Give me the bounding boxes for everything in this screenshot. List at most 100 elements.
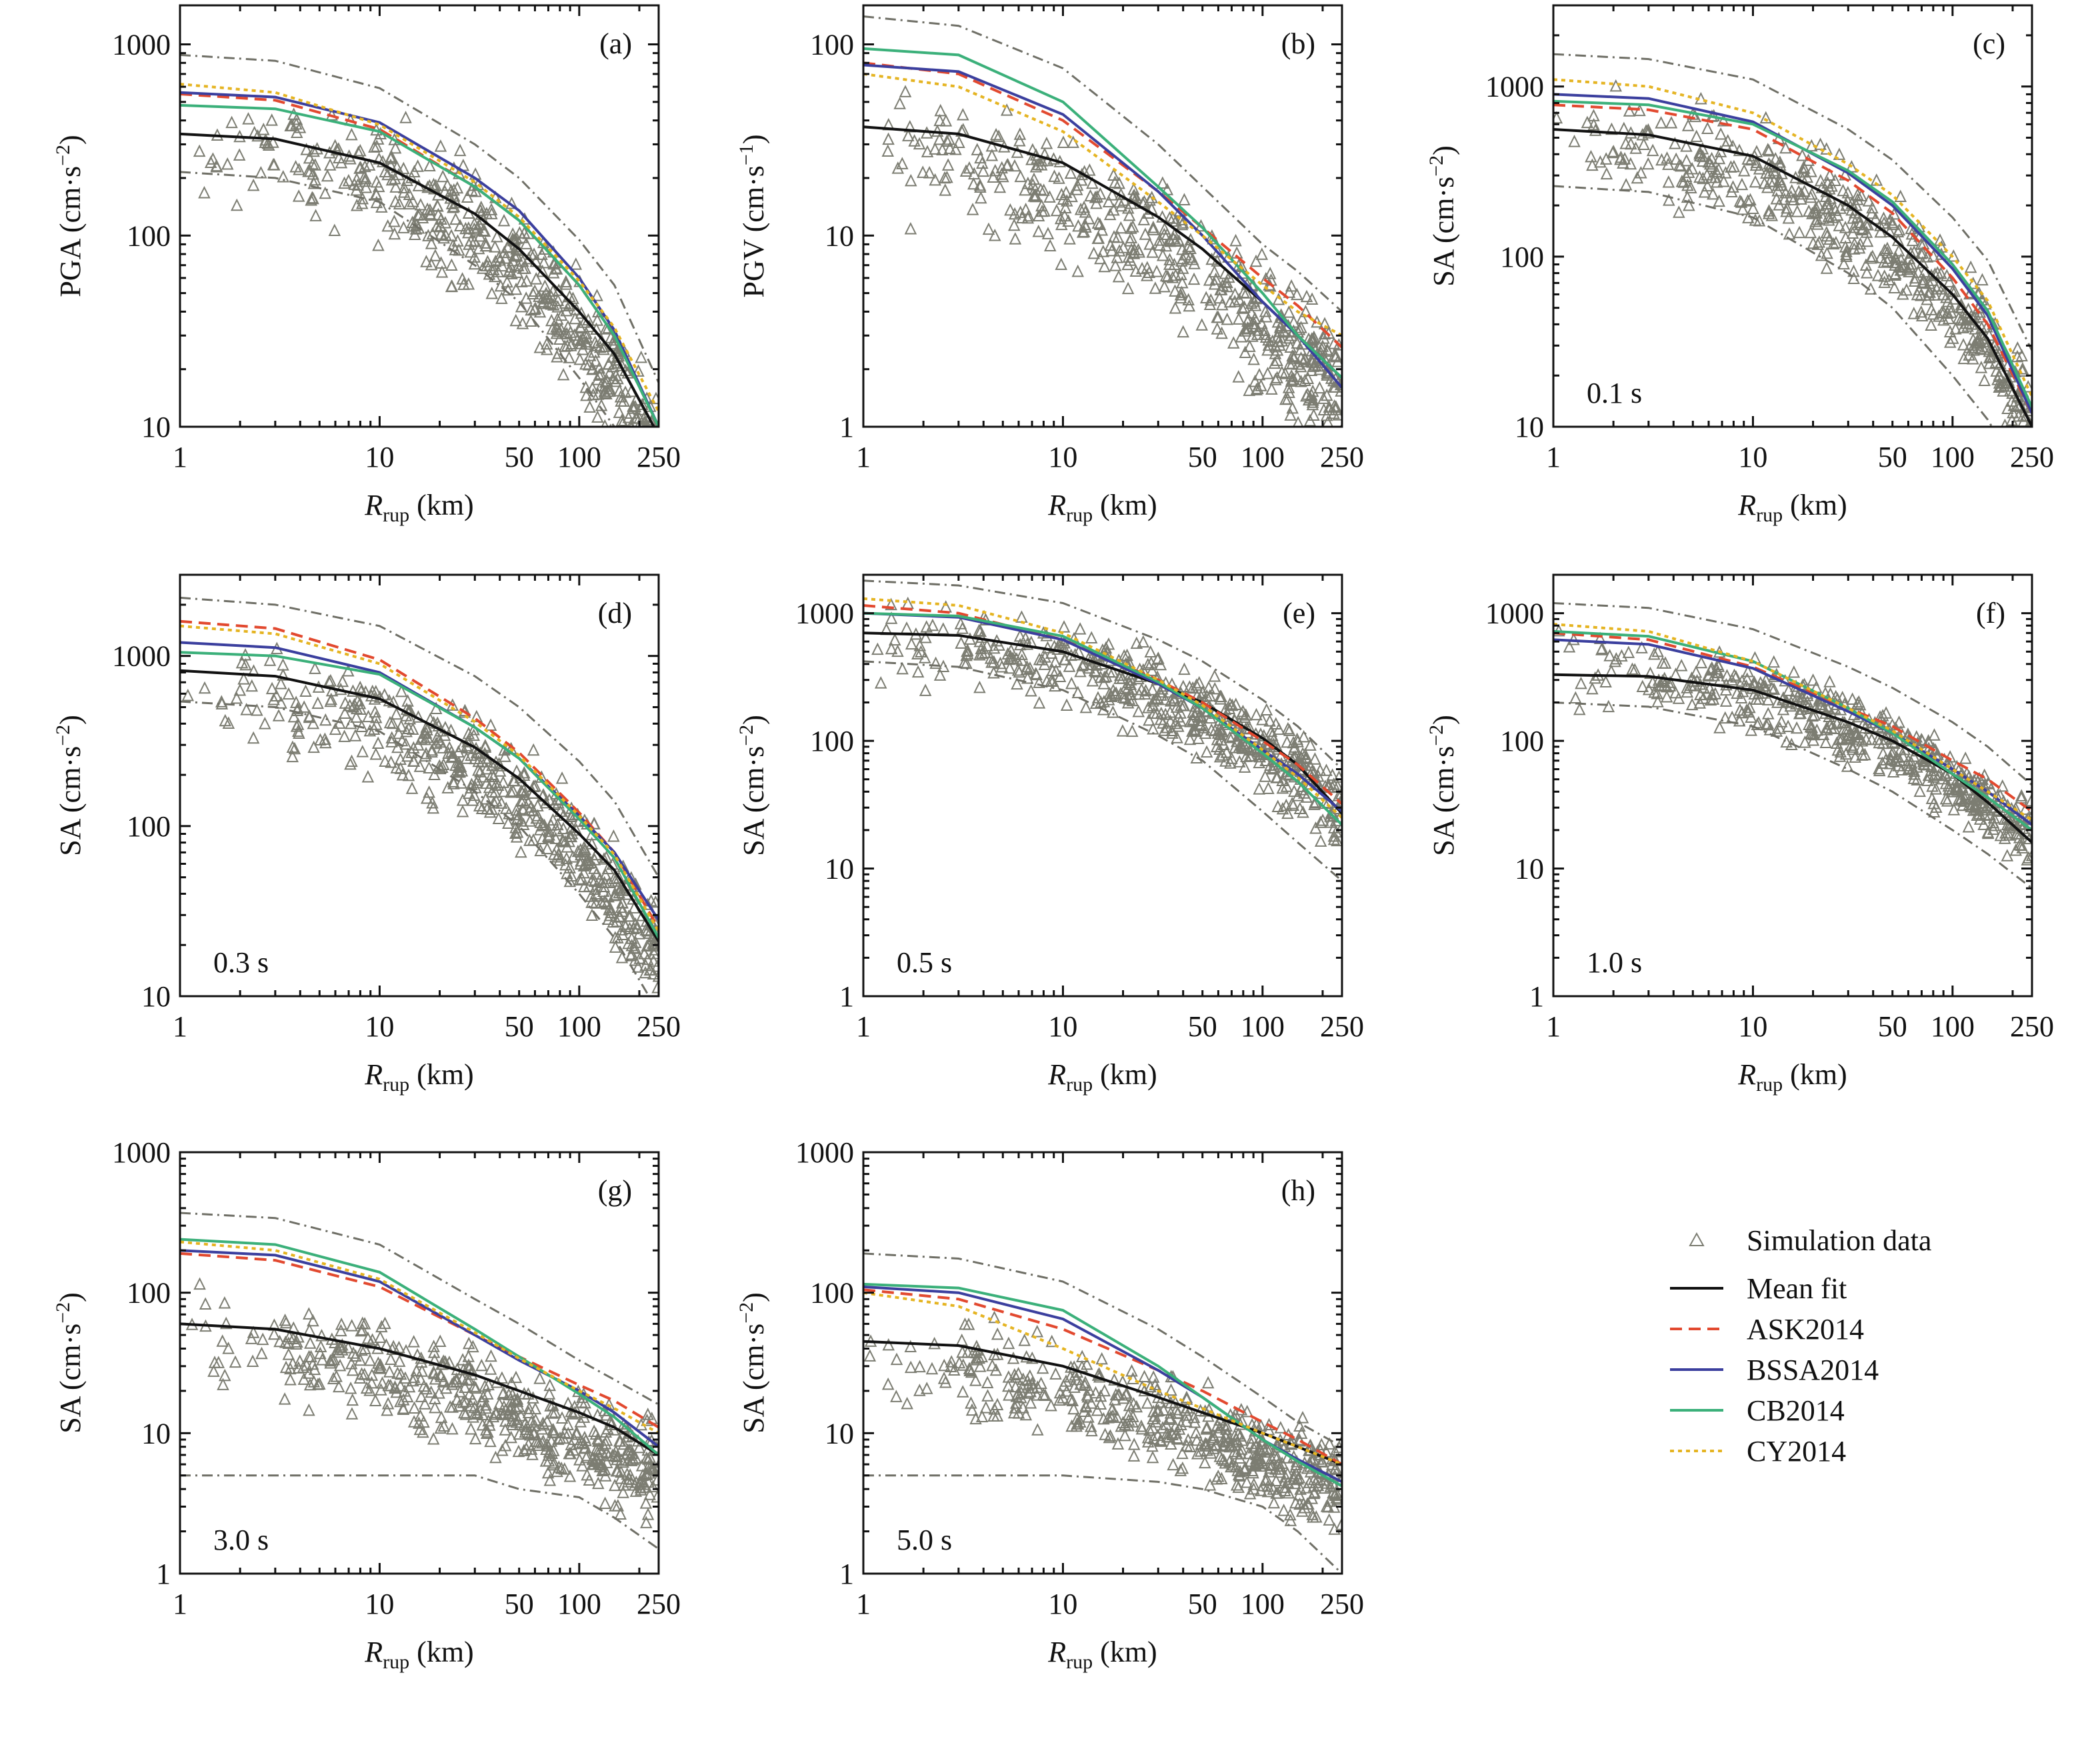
simulation-point <box>479 792 492 805</box>
simulation-point <box>959 164 973 177</box>
simulation-point <box>247 178 260 191</box>
simulation-point <box>988 1402 1001 1415</box>
simulation-point <box>307 176 321 189</box>
simulation-point <box>568 328 581 341</box>
series-ask2014 <box>180 93 659 427</box>
simulation-point <box>457 277 470 290</box>
simulation-point <box>1847 264 1860 277</box>
simulation-point <box>1011 1387 1025 1400</box>
x-tick-label: 1 <box>1546 1010 1561 1043</box>
simulation-point <box>1823 675 1836 687</box>
simulation-point <box>1973 309 1987 323</box>
simulation-point <box>354 143 367 157</box>
simulation-point <box>1146 1450 1159 1464</box>
simulation-point <box>1742 705 1755 718</box>
simulation-point <box>516 254 529 267</box>
simulation-point <box>575 1436 589 1448</box>
simulation-point <box>369 747 383 760</box>
simulation-point <box>1071 1417 1083 1430</box>
simulation-point <box>403 197 416 210</box>
simulation-point <box>1094 1389 1107 1402</box>
simulation-point <box>240 703 253 715</box>
simulation-point <box>905 173 917 187</box>
simulation-point <box>1815 248 1828 261</box>
simulation-point <box>635 1474 648 1488</box>
simulation-point <box>1987 822 2000 835</box>
simulation-point <box>1263 1443 1276 1456</box>
simulation-point <box>319 735 332 749</box>
simulation-point <box>1808 708 1821 721</box>
simulation-point <box>1735 177 1749 191</box>
simulation-point <box>406 722 419 735</box>
simulation-point <box>473 799 486 811</box>
series-cy2014 <box>863 1291 1342 1466</box>
simulation-point <box>1038 147 1051 160</box>
simulation-point <box>956 1345 969 1358</box>
simulation-point <box>361 769 375 783</box>
simulation-point <box>1835 731 1849 744</box>
simulation-point <box>1002 1379 1015 1392</box>
simulation-point <box>1268 761 1281 773</box>
simulation-point <box>1285 369 1298 382</box>
simulation-point <box>1257 1478 1269 1492</box>
simulation-point <box>1669 685 1682 699</box>
simulation-point <box>1795 187 1808 200</box>
simulation-point <box>1589 671 1601 684</box>
simulation-point <box>345 1319 358 1332</box>
simulation-point <box>1149 1415 1163 1428</box>
simulation-point <box>1999 826 2012 839</box>
simulation-point <box>1925 318 1937 331</box>
simulation-point <box>509 282 523 295</box>
simulation-point <box>1300 289 1313 303</box>
simulation-point <box>1749 692 1763 705</box>
simulation-point <box>619 385 632 398</box>
simulation-point <box>1121 648 1133 661</box>
simulation-point <box>1648 647 1661 660</box>
simulation-point <box>1243 743 1257 756</box>
simulation-point <box>1619 137 1632 149</box>
simulation-point <box>1328 348 1341 361</box>
simulation-point <box>436 760 449 773</box>
simulation-point <box>1834 201 1847 214</box>
simulation-point <box>1161 720 1173 733</box>
simulation-point <box>390 707 403 720</box>
simulation-point <box>466 1392 479 1406</box>
simulation-point <box>307 716 320 729</box>
simulation-point <box>408 1401 421 1414</box>
simulation-point <box>1099 1428 1111 1440</box>
simulation-point <box>307 167 319 180</box>
simulation-point <box>965 1365 978 1378</box>
simulation-point <box>1067 1402 1080 1415</box>
simulation-point <box>1221 279 1233 293</box>
simulation-point <box>1833 147 1846 160</box>
simulation-point <box>509 1370 523 1384</box>
simulation-point <box>1707 187 1719 200</box>
simulation-point <box>494 279 507 292</box>
simulation-point <box>427 1346 441 1358</box>
simulation-point <box>643 963 656 976</box>
simulation-point <box>885 597 897 611</box>
simulation-point <box>1261 367 1274 379</box>
simulation-point <box>1156 1421 1169 1434</box>
simulation-point <box>397 185 411 198</box>
simulation-point <box>533 1438 545 1451</box>
simulation-point <box>1921 773 1934 786</box>
simulation-point <box>1174 1464 1187 1476</box>
simulation-point <box>1803 717 1815 731</box>
simulation-point <box>230 198 243 211</box>
simulation-point <box>1123 1398 1136 1412</box>
simulation-point <box>1819 735 1832 748</box>
simulation-point <box>611 425 612 427</box>
simulation-point <box>1227 336 1240 349</box>
simulation-point <box>1094 251 1107 265</box>
simulation-point <box>1661 151 1673 164</box>
simulation-point <box>1814 697 1827 711</box>
simulation-point <box>1247 1478 1261 1490</box>
simulation-point <box>493 253 507 266</box>
simulation-point <box>368 140 381 153</box>
simulation-point <box>641 1508 655 1520</box>
simulation-point <box>502 265 515 278</box>
simulation-point <box>1876 756 1889 769</box>
simulation-point <box>1032 225 1045 237</box>
